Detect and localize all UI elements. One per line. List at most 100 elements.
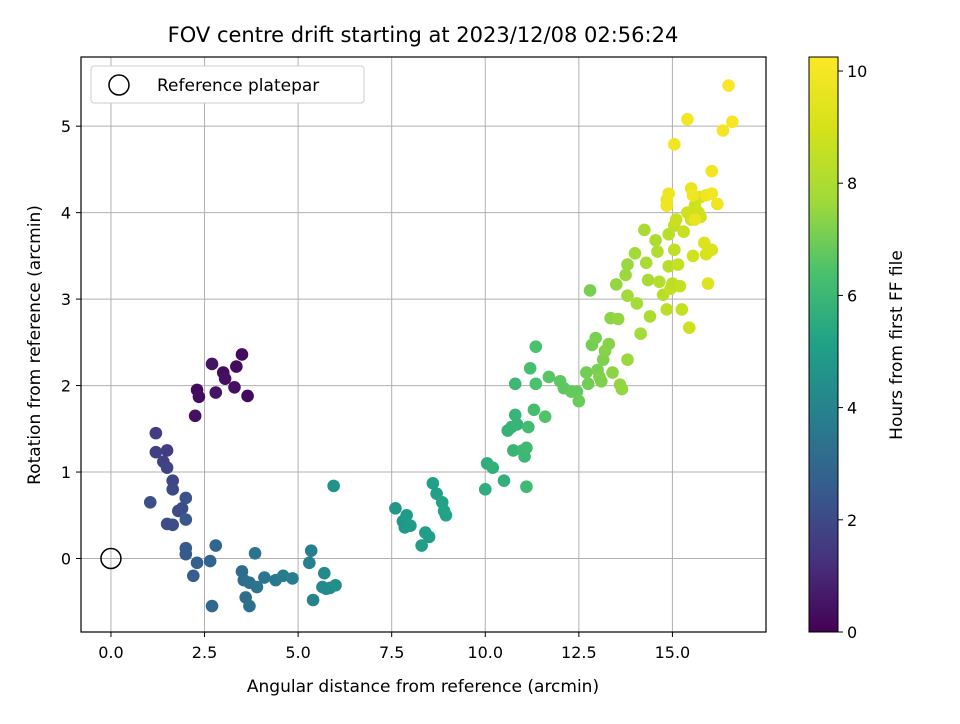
y-axis-ticks: 0 1 2 3 4 5: [61, 117, 81, 569]
data-point: [581, 377, 595, 391]
data-point: [726, 115, 739, 129]
data-point: [522, 420, 535, 434]
data-point: [634, 327, 647, 340]
data-point: [258, 571, 271, 584]
x-axis-label: Angular distance from reference (arcmin): [247, 677, 599, 697]
data-point: [235, 348, 249, 361]
data-point: [149, 445, 163, 459]
data-point: [166, 483, 180, 496]
data-point: [404, 519, 417, 532]
data-point: [653, 275, 666, 289]
y-axis-label: Rotation from reference (arcmin): [25, 205, 45, 485]
x-tick-label: 10.0: [467, 643, 503, 662]
legend-label: Reference platepar: [157, 76, 319, 96]
data-point: [329, 579, 342, 592]
data-point: [649, 234, 662, 247]
data-point: [190, 556, 204, 570]
data-point: [318, 566, 331, 580]
data-point: [675, 303, 689, 316]
data-point: [638, 223, 651, 237]
data-point: [682, 321, 696, 334]
data-point: [510, 418, 524, 431]
data-point: [520, 441, 533, 455]
data-point: [166, 518, 180, 532]
y-tick-label: 2: [61, 377, 71, 396]
data-point: [621, 289, 634, 302]
data-point: [520, 480, 533, 494]
data-point: [686, 189, 700, 202]
data-point: [209, 386, 223, 399]
colorbar-gradient: [808, 56, 839, 633]
data-point: [241, 389, 254, 403]
colorbar-tick-label: 10: [847, 62, 867, 81]
data-point: [662, 187, 675, 200]
legend: Reference platepar: [90, 65, 365, 104]
x-tick-label: 12.5: [561, 643, 597, 662]
y-tick-label: 0: [61, 550, 71, 569]
data-point: [722, 79, 735, 92]
x-tick-label: 5.0: [285, 643, 310, 662]
data-point: [688, 213, 702, 226]
x-tick-label: 2.5: [192, 643, 217, 662]
data-point: [400, 508, 413, 522]
data-point: [572, 394, 586, 408]
data-point: [662, 259, 675, 273]
reference-marker: [100, 547, 122, 570]
data-point: [583, 284, 597, 297]
data-point: [595, 374, 608, 388]
data-point: [149, 426, 163, 440]
data-point: [589, 331, 602, 345]
data-point: [248, 547, 262, 560]
data-point: [529, 340, 543, 353]
data-point: [611, 312, 625, 326]
legend-box: [90, 65, 365, 104]
data-point: [192, 390, 206, 404]
data-point: [218, 372, 232, 385]
data-point: [508, 408, 522, 422]
plot-frame: [80, 56, 767, 633]
data-point: [209, 539, 223, 552]
data-point: [166, 474, 180, 487]
data-point: [660, 303, 674, 316]
x-tick-label: 15.0: [655, 643, 691, 662]
colorbar-tick-label: 8: [847, 174, 857, 193]
x-axis-ticks: 0.0 2.5 5.0 7.5 10.0 12.5 15.0: [98, 632, 690, 662]
x-tick-label: 7.5: [379, 643, 404, 662]
y-tick-label: 4: [61, 204, 71, 223]
data-point: [228, 381, 241, 394]
data-point: [143, 496, 157, 509]
colorbar-tick-label: 0: [847, 623, 857, 642]
data-points: [143, 79, 739, 613]
data-point: [606, 366, 619, 379]
data-point: [160, 444, 174, 457]
data-point: [630, 297, 644, 310]
colorbar-label: Hours from first FF file: [887, 250, 907, 440]
data-point: [327, 479, 340, 493]
colorbar-tick-label: 2: [847, 511, 857, 530]
y-tick-label: 5: [61, 117, 71, 136]
data-point: [705, 164, 719, 178]
data-point: [527, 403, 541, 417]
data-point: [486, 461, 500, 475]
data-point: [205, 599, 219, 613]
data-point: [619, 268, 632, 282]
data-point: [660, 199, 674, 213]
y-tick-label: 1: [61, 463, 71, 482]
data-point: [478, 483, 492, 496]
data-point: [439, 508, 453, 522]
data-point: [641, 273, 655, 287]
data-point: [303, 556, 316, 570]
data-point: [507, 444, 520, 457]
data-point: [651, 245, 664, 258]
data-point: [639, 256, 653, 270]
reference-point: [100, 547, 122, 570]
data-point: [250, 580, 264, 594]
data-point: [609, 278, 623, 291]
data-point: [673, 279, 687, 293]
data-point: [422, 530, 436, 544]
data-point: [188, 409, 202, 423]
data-point: [542, 370, 556, 384]
colorbar-ticks: 0 2 4 6 8 10: [838, 62, 867, 642]
data-point: [160, 461, 174, 475]
data-point: [667, 138, 681, 151]
